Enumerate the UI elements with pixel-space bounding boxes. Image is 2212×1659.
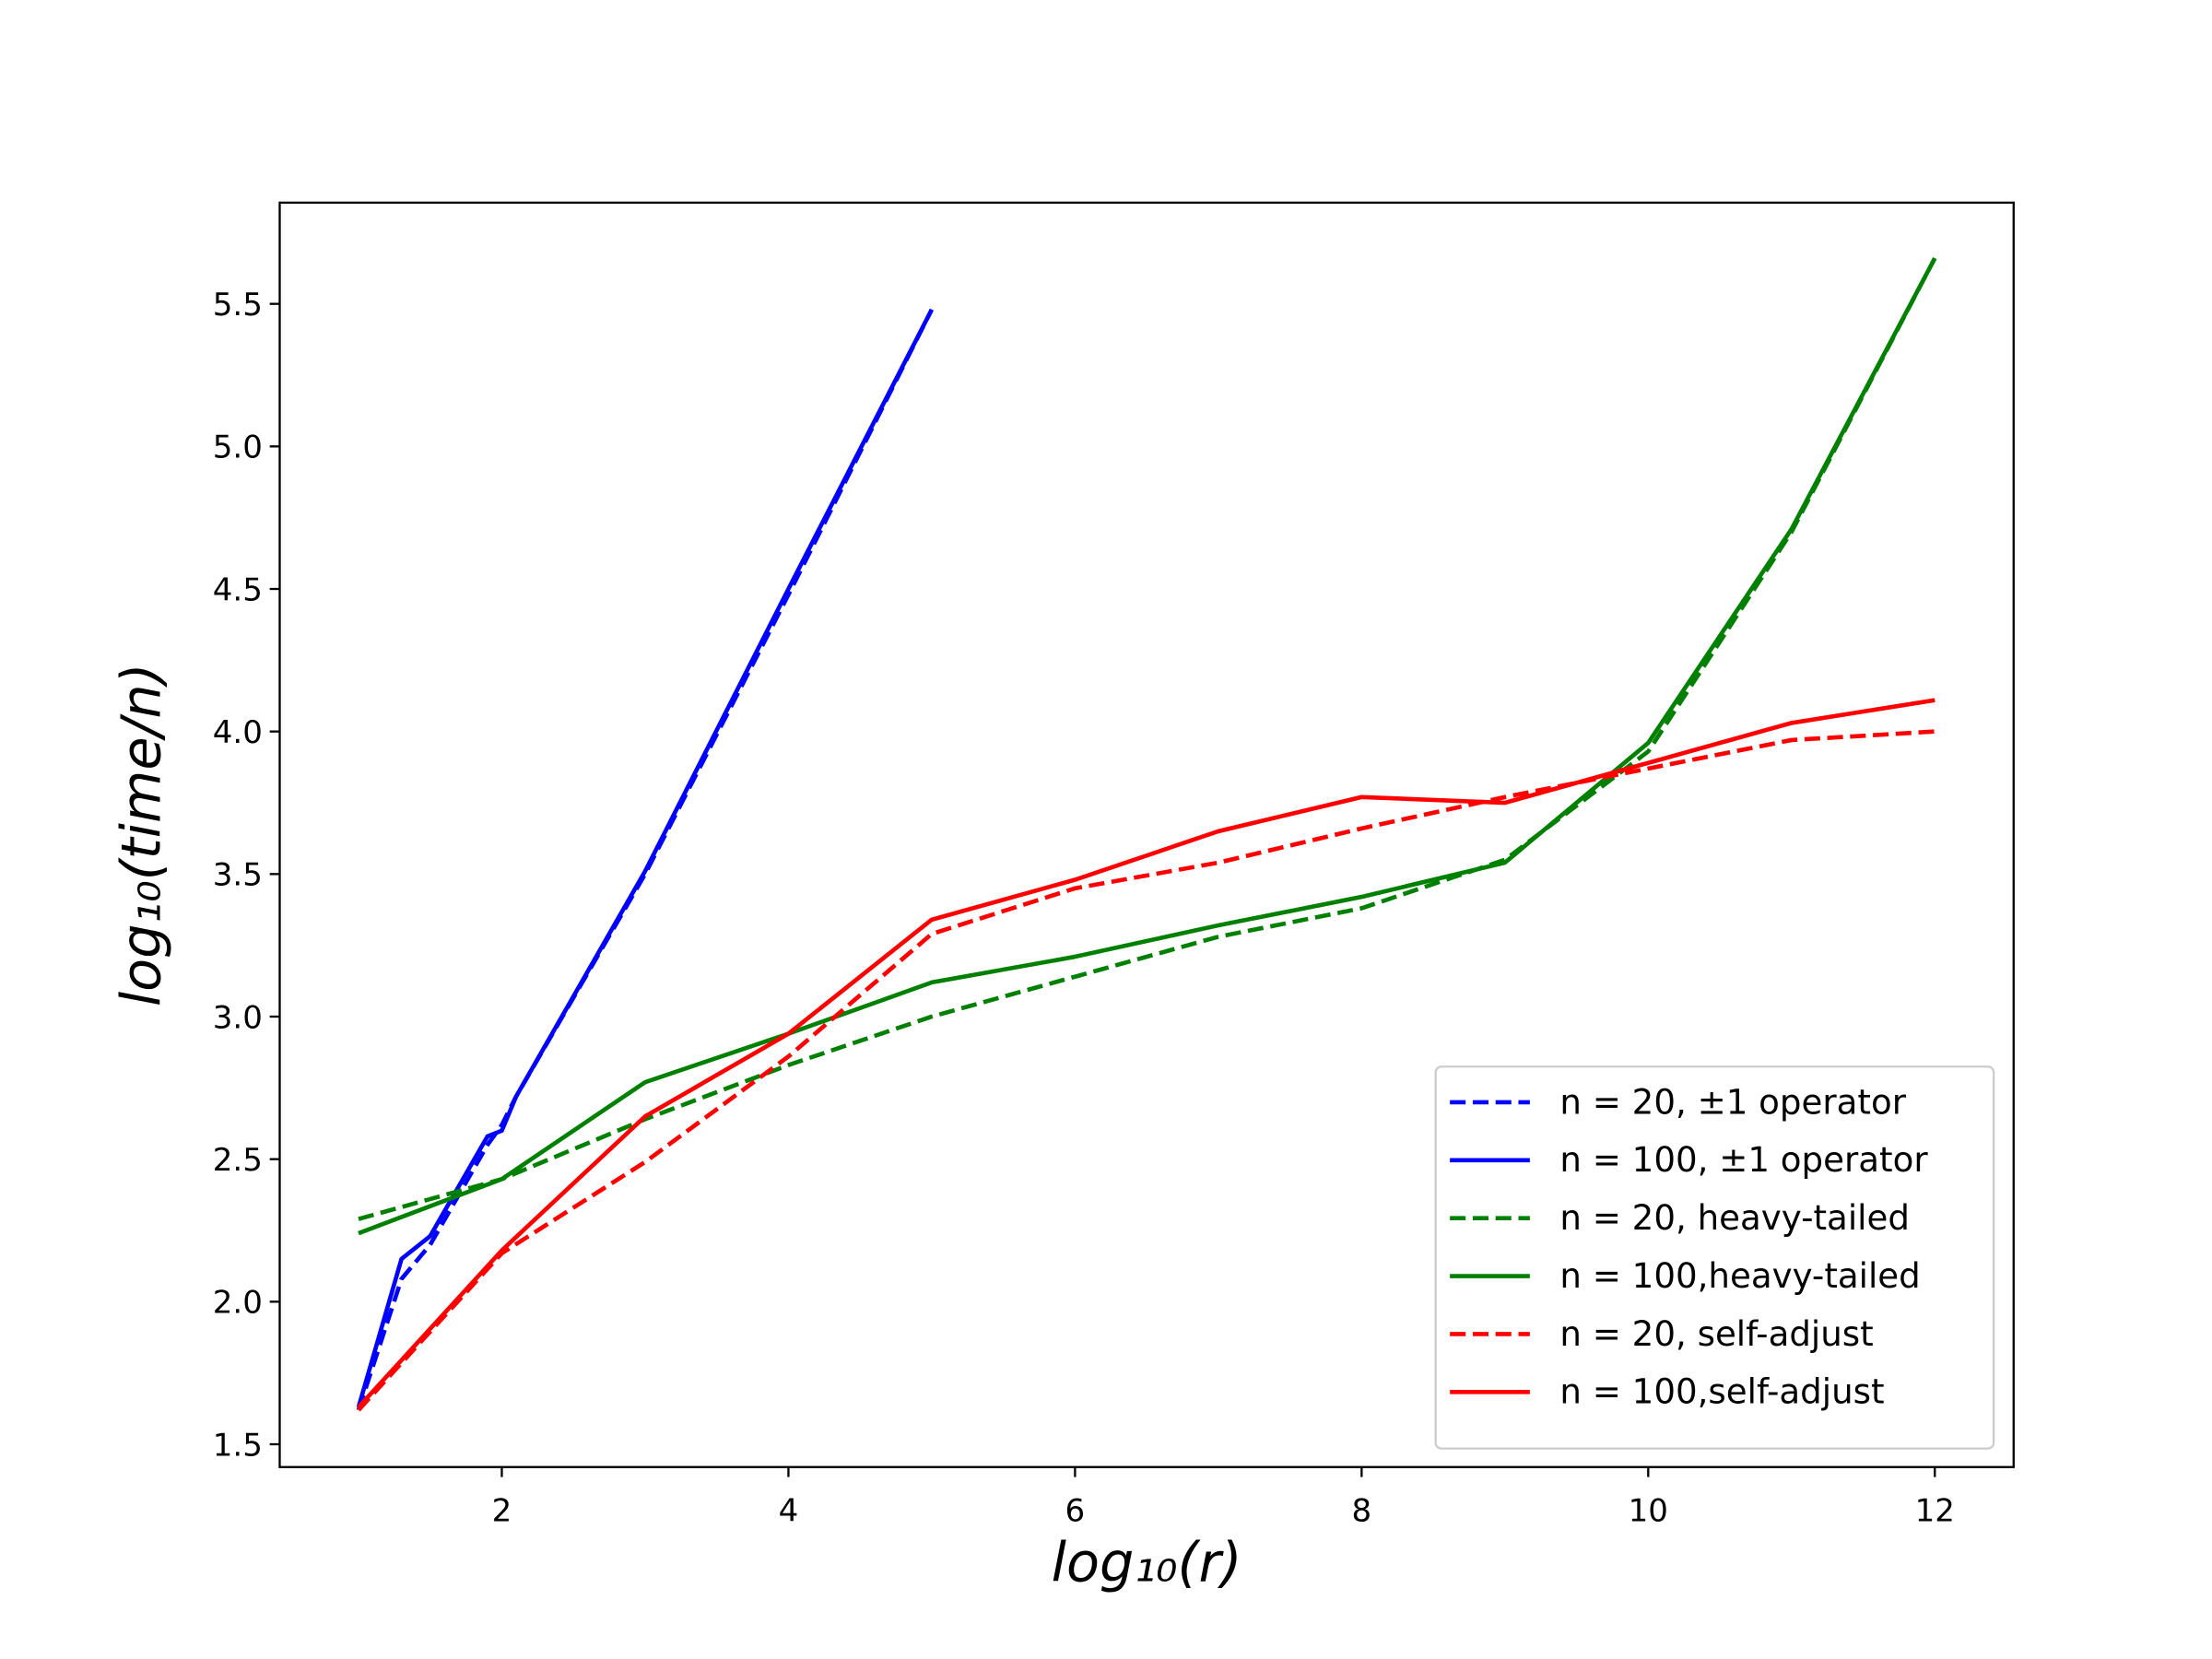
y-tick-label: 4.5 [213,571,263,608]
plot-frame [278,201,2015,1468]
legend-label: n = 20, heavy-tailed [1559,1198,1910,1238]
y-tick-label: 5.0 [213,429,263,466]
series-line [358,257,1937,1221]
series-line [356,308,934,1411]
x-tick-label: 2 [492,1493,512,1530]
legend-label: n = 100,self-adjust [1559,1372,1884,1412]
x-tick-label: 6 [1065,1493,1086,1530]
x-tick-label: 12 [1915,1493,1955,1530]
y-tick-label: 2.5 [213,1142,263,1179]
series-line [358,257,1937,1236]
y-tick-label: 3.5 [213,857,263,894]
y-tick-label: 4.0 [213,714,263,751]
y-tick-label: 3.0 [213,999,263,1036]
x-tick-label: 10 [1629,1493,1668,1530]
series-line [357,698,1936,1409]
series-line [356,308,934,1408]
y-tick-label: 5.5 [213,287,263,324]
y-axis-label: log₁₀(time/n) [109,663,172,1006]
x-tick-label: 8 [1352,1493,1372,1530]
legend-label: n = 20, ±1 operator [1559,1082,1906,1122]
legend-label: n = 100,heavy-tailed [1559,1256,1920,1296]
series-line [357,729,1936,1412]
x-axis-label: log₁₀(r) [1052,1531,1242,1594]
y-tick-label: 2.0 [213,1285,263,1322]
legend-label: n = 100, ±1 operator [1559,1140,1928,1180]
y-tick-label: 1.5 [213,1427,263,1464]
legend-label: n = 20, self-adjust [1559,1314,1873,1354]
legend-box [1434,1065,1995,1450]
x-tick-label: 4 [779,1493,799,1530]
